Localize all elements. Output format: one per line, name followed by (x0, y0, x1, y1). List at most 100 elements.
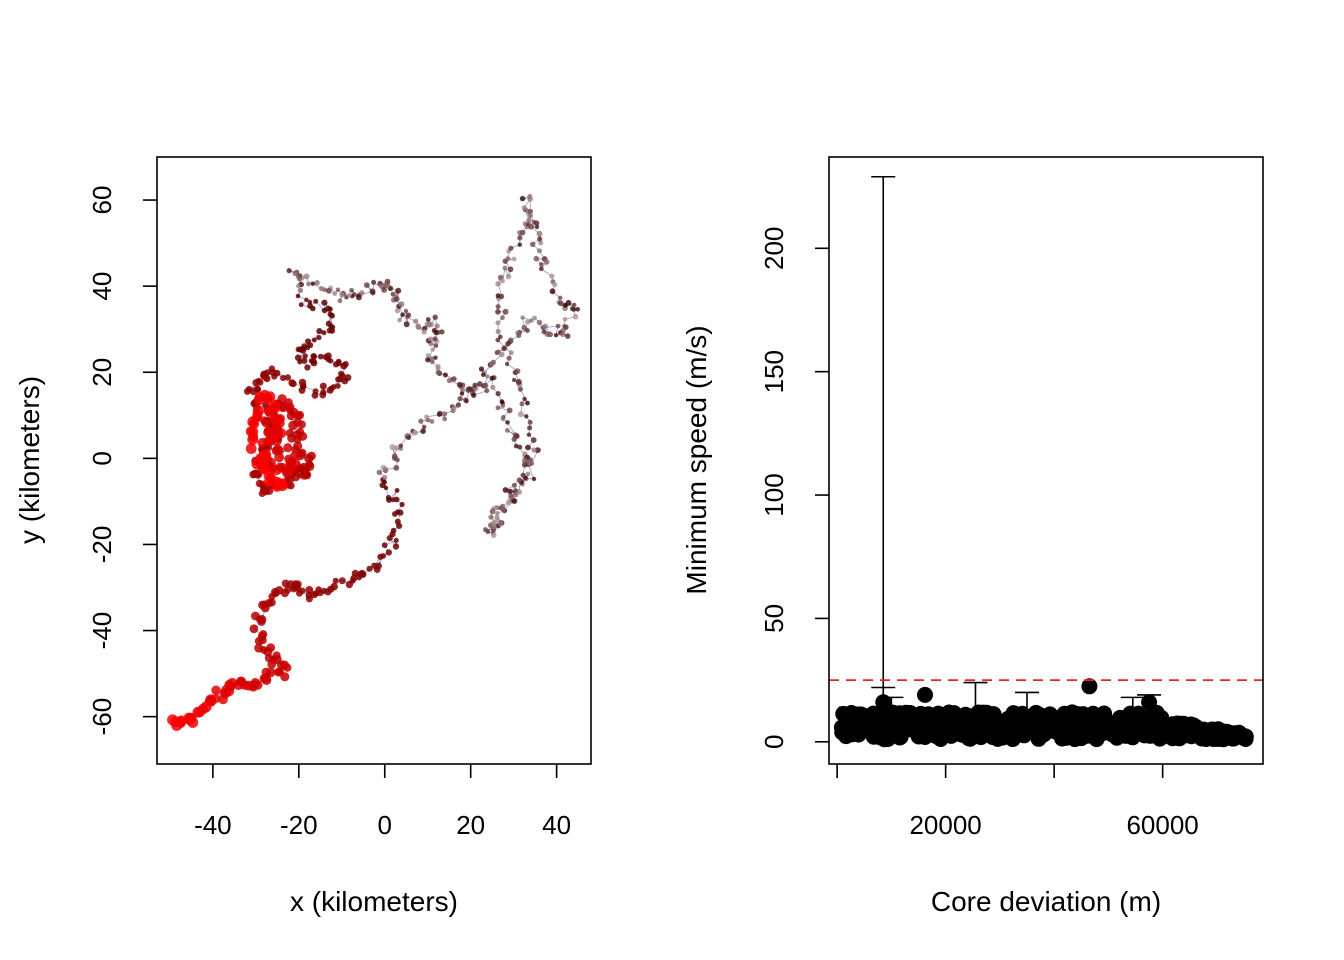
track-point (299, 470, 309, 480)
track-point (316, 334, 322, 341)
track-point (292, 430, 302, 439)
track-point (495, 304, 501, 310)
track-point (379, 482, 386, 489)
track-point (211, 685, 221, 695)
track-point (528, 318, 534, 323)
track-point (294, 354, 302, 362)
track-point (455, 402, 461, 408)
track-point (429, 419, 435, 424)
speed-y-tick-label: 150 (759, 350, 789, 393)
track-point (531, 476, 537, 482)
track-point (325, 305, 332, 312)
speed-x-axis-title: Core deviation (m) (931, 886, 1161, 917)
track-point (270, 399, 281, 410)
track-point (313, 298, 319, 304)
track-point (505, 420, 510, 425)
track-point (482, 382, 488, 388)
track-point (424, 414, 429, 420)
track-point (394, 308, 401, 314)
track-point (520, 315, 525, 320)
track-point (338, 370, 344, 377)
track-point (267, 598, 276, 607)
track-point (332, 361, 340, 368)
track-point (253, 680, 263, 690)
track-point (326, 386, 334, 394)
track-point (316, 328, 323, 335)
track-point (519, 195, 526, 202)
speed-point (1073, 719, 1090, 736)
track-point (280, 375, 287, 382)
track-point (295, 346, 302, 353)
track-point (527, 419, 533, 425)
speed-point (930, 705, 947, 722)
track-point (519, 401, 525, 407)
track-point (560, 331, 566, 337)
track-point (270, 414, 281, 426)
track-point (502, 308, 509, 315)
track-point (437, 410, 443, 417)
track-point (293, 441, 303, 451)
track-point (527, 196, 533, 202)
track-point (371, 279, 377, 285)
track-point (271, 465, 282, 476)
track-point (305, 595, 313, 603)
track-point (535, 447, 541, 453)
track-point (277, 394, 287, 404)
track-point (495, 337, 501, 343)
track-point (542, 323, 548, 330)
speed-x-tick-label: 60000 (1126, 810, 1198, 840)
track-point (406, 435, 412, 441)
speed-point (1236, 730, 1252, 747)
track-point (304, 453, 314, 463)
track-point (549, 288, 556, 295)
track-point (254, 386, 262, 393)
track-point (501, 345, 507, 352)
track-point (432, 336, 438, 342)
track-point (557, 295, 563, 301)
track-point (544, 259, 550, 265)
track-point (287, 457, 296, 466)
track-point (422, 424, 427, 430)
track-point (285, 429, 295, 438)
speed-point-highlight (1141, 694, 1158, 711)
track-point (271, 373, 278, 380)
track-point (320, 389, 327, 396)
track-point (425, 317, 431, 322)
speed-point-highlight (875, 694, 892, 711)
speed-point (1096, 705, 1113, 722)
track-point (286, 268, 292, 274)
speed-point (1196, 727, 1213, 744)
track-point (349, 288, 354, 293)
track-point (393, 465, 400, 471)
track-point (339, 292, 345, 298)
track-point (539, 262, 544, 267)
track-point (536, 248, 543, 254)
track-point (376, 469, 382, 475)
track-point (507, 266, 514, 273)
track-point (459, 391, 465, 396)
speed-point (1066, 731, 1083, 748)
track-point (398, 443, 403, 448)
track-point (369, 288, 376, 295)
track-point (538, 240, 544, 246)
track-y-axis-title: y (kilometers) (14, 376, 45, 544)
track-point (299, 587, 306, 595)
track-point (527, 212, 533, 219)
track-point (508, 245, 514, 251)
track-point (394, 296, 400, 302)
track-point (488, 514, 494, 520)
track-point (497, 520, 504, 527)
track-point (305, 586, 314, 594)
track-point (291, 580, 300, 588)
track-point (500, 506, 506, 512)
track-point (500, 403, 506, 409)
track-point (494, 514, 500, 520)
track-x-tick-label: 20 (456, 810, 485, 840)
track-point (327, 311, 333, 317)
speed-point (975, 713, 991, 730)
track-point (398, 301, 405, 308)
speed-point (838, 715, 854, 732)
track-point (342, 361, 349, 368)
speed-point (1089, 726, 1106, 743)
